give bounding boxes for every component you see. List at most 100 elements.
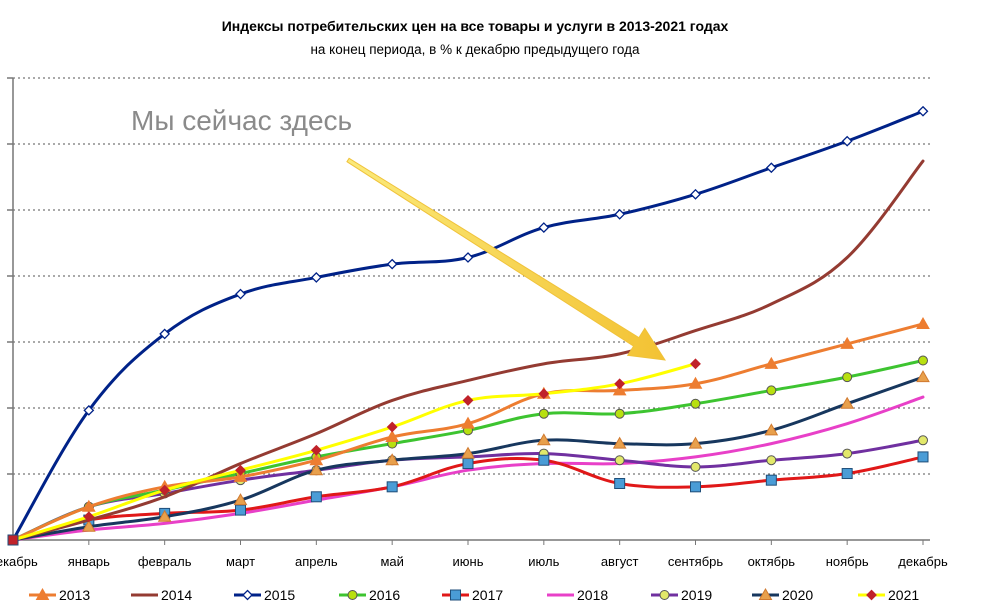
series-line-2018 xyxy=(11,395,925,542)
data-point xyxy=(159,328,171,340)
legend-label: 2015 xyxy=(264,587,295,603)
data-point xyxy=(765,162,777,174)
data-point xyxy=(765,474,777,486)
legend-marker xyxy=(866,589,877,601)
legend: 2013 2014 2015 2016 2017 2018 2019 2020 2021 xyxy=(29,587,919,603)
data-point xyxy=(310,491,322,503)
data-point xyxy=(841,135,853,147)
legend-label: 2020 xyxy=(782,587,813,603)
arrow-shape xyxy=(346,157,666,361)
legend-label: 2018 xyxy=(577,587,608,603)
data-point xyxy=(462,252,474,263)
x-tick-label: декабрь xyxy=(0,554,38,569)
data-point xyxy=(612,383,627,396)
origin-point xyxy=(7,534,19,546)
data-point xyxy=(385,429,400,442)
legend-label: 2017 xyxy=(472,587,503,603)
x-tick-label: ноябрь xyxy=(826,554,869,569)
series-2020 xyxy=(11,370,930,542)
x-tick-label: сентябрь xyxy=(668,554,724,569)
data-point xyxy=(235,464,246,476)
chart-title: Индексы потребительских цен на все товар… xyxy=(222,18,729,34)
legend-marker xyxy=(450,589,461,601)
legend-item-2015: 2015 xyxy=(234,587,295,603)
x-tick-labels: декабрь январь февраль март апрель май июнь июл… xyxy=(0,554,948,569)
data-point xyxy=(462,394,474,406)
data-point xyxy=(917,105,929,117)
data-point xyxy=(235,288,246,300)
data-point xyxy=(310,444,322,456)
data-point xyxy=(690,481,701,493)
series-2014 xyxy=(11,159,925,542)
x-tick-label: январь xyxy=(68,554,110,569)
legend-item-2014: 2014 xyxy=(131,587,192,603)
data-point xyxy=(840,396,855,409)
data-point xyxy=(614,455,625,466)
axes xyxy=(7,77,930,545)
data-point xyxy=(81,499,96,512)
series-2016 xyxy=(11,355,928,542)
data-point xyxy=(918,355,928,366)
data-point xyxy=(840,336,855,349)
data-point xyxy=(386,421,398,433)
legend-label: 2019 xyxy=(681,587,712,603)
data-point xyxy=(83,404,95,416)
data-point xyxy=(538,454,550,466)
annotation-arrow xyxy=(346,157,666,361)
data-point xyxy=(81,519,96,532)
data-point xyxy=(614,408,625,419)
data-point xyxy=(766,385,777,396)
legend-item-2017: 2017 xyxy=(442,587,503,603)
data-point xyxy=(690,358,701,370)
data-point xyxy=(614,208,626,220)
data-point xyxy=(766,455,777,466)
x-tick-label: август xyxy=(601,554,639,569)
data-point xyxy=(841,468,853,480)
data-point xyxy=(233,469,248,482)
data-point xyxy=(688,376,703,389)
gridlines xyxy=(13,77,930,475)
data-point xyxy=(538,408,549,419)
legend-marker xyxy=(758,587,773,600)
data-point xyxy=(688,436,703,449)
data-point xyxy=(842,372,853,383)
legend-item-2013: 2013 xyxy=(29,587,90,603)
chart-subtitle: на конец периода, в % к декабрю предыдущ… xyxy=(310,42,640,57)
data-point xyxy=(235,504,246,516)
series-2021 xyxy=(11,358,701,542)
data-point xyxy=(462,458,474,470)
x-tick-label: апрель xyxy=(295,554,338,569)
annotation-text: Мы сейчас здесь xyxy=(131,105,352,136)
data-point xyxy=(233,493,248,506)
series-2018 xyxy=(11,395,925,542)
data-point xyxy=(83,511,95,523)
x-tick-label: март xyxy=(226,554,255,569)
data-point xyxy=(386,481,398,493)
data-point xyxy=(309,463,324,476)
data-point xyxy=(764,356,779,369)
data-point xyxy=(310,272,322,283)
legend-item-2019: 2019 xyxy=(651,587,712,603)
x-tick-label: май xyxy=(380,554,403,569)
legend-item-2021: 2021 xyxy=(858,587,919,603)
x-tick-label: октябрь xyxy=(748,554,796,569)
x-tick-label: июль xyxy=(528,554,559,569)
data-point xyxy=(385,453,400,466)
data-point xyxy=(612,436,627,449)
data-point xyxy=(916,370,930,383)
series-line-2014 xyxy=(11,159,925,542)
series-line-2015 xyxy=(11,109,925,542)
legend-item-2016: 2016 xyxy=(339,587,400,603)
x-tick-label: июнь xyxy=(453,554,484,569)
legend-label: 2013 xyxy=(59,587,90,603)
data-point xyxy=(159,484,171,496)
data-point xyxy=(157,509,172,522)
legend-label: 2014 xyxy=(161,587,192,603)
legend-marker xyxy=(242,589,253,601)
x-tick-label: февраль xyxy=(138,554,192,569)
data-point xyxy=(690,398,701,409)
data-point xyxy=(461,446,475,459)
data-point xyxy=(309,453,324,466)
data-point xyxy=(764,423,779,436)
data-point xyxy=(614,378,626,390)
